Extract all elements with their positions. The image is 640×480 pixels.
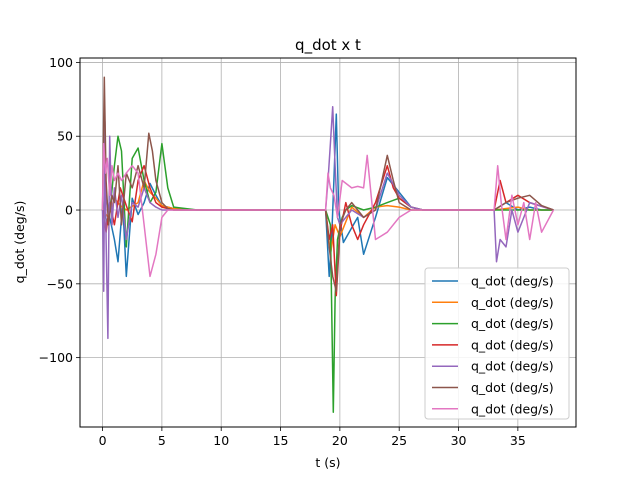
y-tick-label: 0 <box>65 203 73 218</box>
x-tick-label: 25 <box>391 433 407 448</box>
x-axis-label: t (s) <box>315 455 340 470</box>
legend-entry: q_dot (deg/s) <box>471 274 554 289</box>
legend: q_dot (deg/s) q_dot (deg/s) q_dot (deg/s) q… <box>424 267 570 420</box>
y-tick-label: 50 <box>57 129 73 144</box>
legend-entry: q_dot (deg/s) <box>471 401 554 416</box>
y-tick-label: −100 <box>39 350 73 365</box>
legend-entry: q_dot (deg/s) <box>471 295 554 310</box>
legend-entry: q_dot (deg/s) <box>471 337 554 352</box>
legend-box <box>424 267 570 420</box>
plot-frame <box>79 57 577 428</box>
y-axis-label: q_dot (deg/s) <box>12 201 27 284</box>
x-tick-label: 0 <box>99 433 107 448</box>
series-layer <box>101 76 555 413</box>
y-tick-label: −50 <box>47 276 73 291</box>
chart-title: q_dot x t <box>295 36 361 55</box>
x-tick-label: 20 <box>332 433 348 448</box>
x-tick-label: 15 <box>273 433 289 448</box>
x-tick-label: 35 <box>510 433 526 448</box>
series-line-7 <box>101 142 555 278</box>
x-tick-label: 30 <box>451 433 467 448</box>
y-tick-label: 100 <box>49 55 73 70</box>
legend-entry: q_dot (deg/s) <box>471 380 554 395</box>
x-tick-label: 10 <box>213 433 229 448</box>
x-tick-label: 5 <box>158 433 166 448</box>
legend-entry: q_dot (deg/s) <box>471 359 554 374</box>
tick-layer: 0 5 10 15 20 25 30 35 −100 −50 0 50 100 <box>39 55 526 448</box>
legend-entry: q_dot (deg/s) <box>471 316 554 331</box>
